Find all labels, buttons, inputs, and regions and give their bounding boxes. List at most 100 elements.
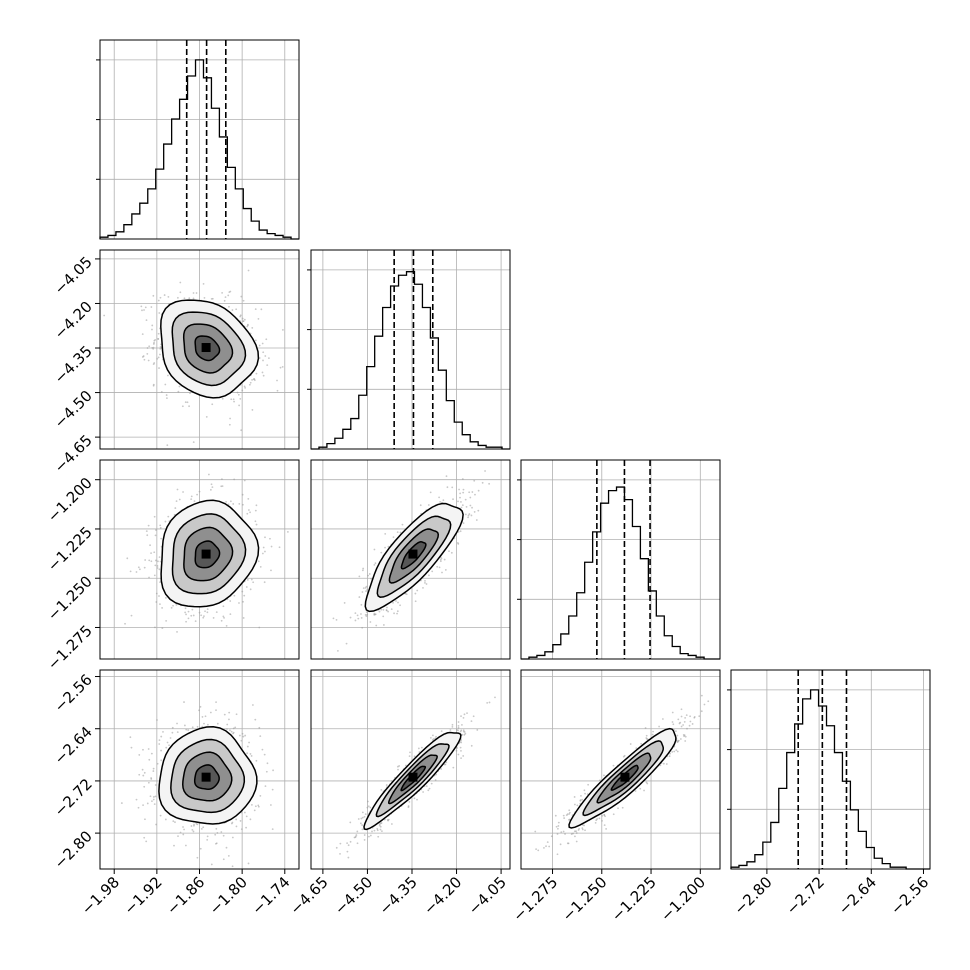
sample-point [557, 821, 560, 824]
sample-point [238, 404, 241, 407]
sample-point [251, 379, 253, 381]
sample-point [143, 836, 146, 839]
sample-point [259, 735, 262, 738]
sample-point [465, 505, 468, 508]
sample-point [221, 292, 224, 294]
sample-point [471, 506, 473, 509]
sample-point [419, 504, 422, 507]
sample-point [621, 806, 624, 809]
sample-point [264, 536, 266, 539]
sample-point [226, 723, 229, 726]
sample-point [429, 491, 432, 494]
sample-point [470, 744, 473, 747]
sample-point [192, 297, 195, 300]
sample-point [460, 501, 462, 503]
y-tick-label: −4.50 [51, 387, 96, 432]
sample-point [450, 551, 453, 554]
sample-point [682, 734, 685, 736]
sample-point [232, 398, 235, 401]
x-tick-label: −4.05 [465, 873, 510, 918]
sample-point [270, 545, 273, 548]
sample-point [138, 754, 141, 756]
contour-line [183, 526, 234, 582]
sample-point [137, 566, 140, 569]
sample-point [245, 826, 247, 829]
sample-point [155, 601, 158, 603]
sample-point [143, 785, 146, 788]
sample-point [459, 492, 462, 495]
sample-point [143, 771, 146, 774]
sample-point [152, 767, 155, 770]
sample-point [378, 610, 381, 613]
sample-point [171, 731, 174, 734]
sample-point [587, 783, 590, 786]
panel-frame [730, 669, 931, 870]
sample-point [438, 496, 440, 499]
sample-point [584, 792, 586, 795]
sample-point [187, 729, 190, 731]
sample-point [150, 560, 153, 563]
sample-point [171, 726, 174, 729]
sample-point [243, 318, 246, 321]
sample-point [475, 519, 478, 521]
sample-point [181, 405, 184, 408]
sample-point [467, 514, 470, 517]
sample-point [254, 520, 257, 523]
sample-point [156, 357, 159, 360]
sample-point [346, 850, 349, 853]
y-tick-label: −2.72 [51, 775, 96, 820]
sample-point [247, 862, 250, 865]
sample-point [249, 818, 252, 821]
sample-point [535, 848, 538, 851]
sample-point [431, 739, 434, 741]
y-tick-label: −4.20 [51, 298, 96, 343]
sample-point [147, 524, 150, 527]
sample-point [429, 736, 432, 739]
sample-point [360, 617, 363, 619]
sample-point [470, 720, 473, 723]
sample-point [247, 269, 250, 272]
sample-point [413, 755, 416, 758]
sample-point [385, 609, 388, 611]
sample-point [184, 607, 187, 610]
sample-point [229, 417, 231, 420]
sample-point [617, 807, 619, 810]
sample-point [159, 603, 161, 606]
sample-point [365, 615, 368, 618]
sample-point [671, 750, 674, 753]
sample-point [205, 416, 208, 418]
histogram-step-line [311, 271, 510, 450]
contour-line [194, 540, 221, 569]
sample-point [640, 742, 643, 745]
sample-point [685, 714, 688, 717]
sample-point [154, 559, 157, 562]
sample-point [146, 352, 149, 355]
density-peak [408, 772, 418, 782]
sample-point [203, 615, 205, 618]
sample-point [159, 526, 162, 529]
sample-point [250, 803, 253, 806]
histogram-step-line [521, 486, 720, 660]
sample-point [347, 844, 350, 847]
contour-line [376, 515, 452, 598]
sample-point [229, 729, 231, 732]
sample-point [562, 830, 565, 833]
sample-point [434, 779, 437, 781]
sample-point [223, 299, 226, 302]
sample-point [349, 616, 352, 619]
sample-point [380, 551, 383, 554]
sample-point [369, 621, 372, 623]
sample-point [537, 849, 540, 852]
sample-point [215, 709, 217, 712]
sample-point [246, 512, 249, 515]
sample-point [361, 591, 364, 593]
scatter-panel-1-0 [99, 249, 300, 450]
sample-point [464, 513, 467, 516]
sample-point [272, 769, 274, 772]
sample-point [215, 611, 218, 614]
sample-point [707, 700, 710, 703]
sample-point [141, 768, 144, 771]
sample-point [161, 607, 163, 609]
x-tick-label: −4.50 [331, 873, 376, 918]
sample-point [420, 746, 423, 749]
